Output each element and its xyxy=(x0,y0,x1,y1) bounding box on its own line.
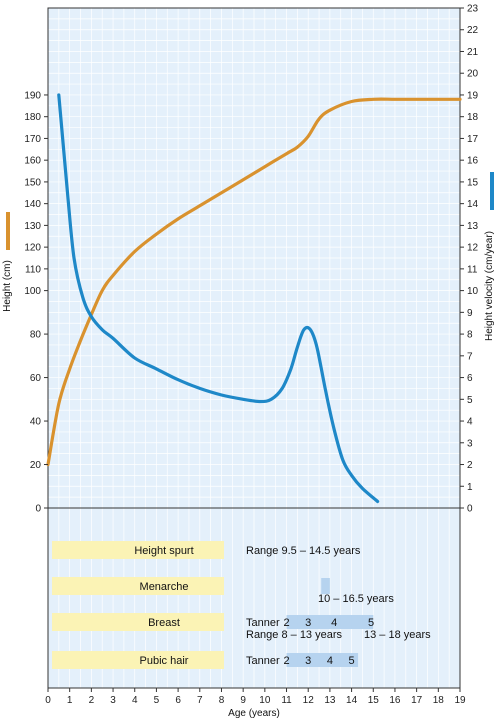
y-right-tick-label: 18 xyxy=(467,112,479,123)
y-right-tick-label: 4 xyxy=(467,417,473,428)
y-left-tick-label: 120 xyxy=(24,243,41,254)
event-row: Pubic hair Tanner 2 3 4 5 xyxy=(52,651,359,669)
event-text: Tanner xyxy=(246,617,280,629)
event-bar xyxy=(52,577,224,595)
tanner-stage: 5 xyxy=(368,617,374,629)
event-label: Breast xyxy=(148,617,180,629)
right-axis-title: Height velocity (cm/year) xyxy=(484,231,495,341)
tanner-stage: 5 xyxy=(349,655,355,667)
velocity-legend-swatch xyxy=(490,172,494,210)
y-left-tick-label: 80 xyxy=(30,330,42,341)
event-bar xyxy=(52,613,224,631)
y-right-tick-label: 7 xyxy=(467,351,473,362)
y-left-tick-label: 110 xyxy=(25,264,41,275)
x-tick-label: 16 xyxy=(389,695,401,706)
left-axis-title: Height (cm) xyxy=(2,260,13,312)
event-range-bar xyxy=(321,578,330,594)
y-right-tick-label: 16 xyxy=(467,156,479,167)
tanner-stage: 3 xyxy=(305,655,311,667)
x-tick-label: 11 xyxy=(281,695,292,706)
x-tick-label: 12 xyxy=(303,695,315,706)
event-label: Menarche xyxy=(140,581,189,593)
y-right-tick-label: 9 xyxy=(467,308,473,319)
x-tick-label: 18 xyxy=(433,695,445,706)
tanner-stage: 4 xyxy=(331,617,337,629)
event-row: Height spurt Range 9.5 – 14.5 years xyxy=(52,541,361,559)
tanner-stage: 2 xyxy=(283,655,289,667)
y-left-tick-label: 130 xyxy=(24,221,41,232)
y-right-tick-label: 3 xyxy=(467,438,473,449)
y-left-tick-label: 190 xyxy=(24,90,41,101)
y-right-tick-label: 1 xyxy=(467,482,473,493)
y-right-tick-label: 14 xyxy=(467,199,479,210)
event-range-text: Range 8 – 13 years xyxy=(246,629,343,641)
y-right-tick-label: 13 xyxy=(467,221,479,232)
event-range-bar xyxy=(286,615,374,629)
y-right-tick-label: 22 xyxy=(467,25,479,36)
x-axis-title: Age (years) xyxy=(228,708,280,719)
y-right-tick-label: 8 xyxy=(467,330,473,341)
x-tick-label: 7 xyxy=(197,695,203,706)
x-tick-label: 1 xyxy=(67,695,73,706)
x-tick-label: 13 xyxy=(324,695,336,706)
x-tick-label: 15 xyxy=(368,695,380,706)
y-right-tick-label: 15 xyxy=(467,177,479,188)
event-text: Tanner xyxy=(246,655,280,667)
event-label: Height spurt xyxy=(134,545,193,557)
y-right-tick-label: 11 xyxy=(467,264,478,275)
y-left-tick-label: 160 xyxy=(24,156,41,167)
y-left-tick-label: 20 xyxy=(30,460,42,471)
y-left-tick-label: 40 xyxy=(30,417,42,428)
y-right-tick-label: 21 xyxy=(467,47,479,58)
x-tick-label: 4 xyxy=(132,695,138,706)
event-label: Pubic hair xyxy=(140,655,189,667)
lower-panel-border xyxy=(47,507,461,689)
event-range-text: 13 – 18 years xyxy=(364,629,431,641)
event-range-text: 10 – 16.5 years xyxy=(318,593,394,605)
x-tick-label: 0 xyxy=(45,695,51,706)
x-tick-label: 14 xyxy=(346,695,358,706)
x-tick-label: 8 xyxy=(219,695,225,706)
height-legend-swatch xyxy=(6,212,10,250)
x-tick-label: 10 xyxy=(259,695,271,706)
y-left-tick-label: 140 xyxy=(24,199,41,210)
velocity-curve xyxy=(57,93,380,504)
y-right-tick-label: 12 xyxy=(467,243,479,254)
y-right-tick-label: 2 xyxy=(467,460,473,471)
x-tick-label: 17 xyxy=(411,695,423,706)
x-tick-label: 2 xyxy=(89,695,95,706)
event-text: Range 9.5 – 14.5 years xyxy=(246,545,361,557)
event-bar xyxy=(52,541,224,559)
axes: 0 1 2 3 4 5 6 7 8 9 10 11 12 13 14 15 16 17 18 190204060801… xyxy=(24,4,478,707)
series-lines xyxy=(46,93,462,504)
x-tick-label: 6 xyxy=(175,695,181,706)
event-row: Breast Tanner 2 3 4 5 Range 8 – 13 years 13 – 1… xyxy=(52,613,431,641)
y-right-tick-label: 6 xyxy=(467,373,473,384)
y-right-tick-label: 20 xyxy=(467,69,479,80)
x-tick-label: 5 xyxy=(154,695,160,706)
tanner-stage: 3 xyxy=(305,617,311,629)
x-tick-label: 3 xyxy=(110,695,116,706)
y-left-tick-label: 60 xyxy=(30,373,42,384)
event-bar xyxy=(52,651,224,669)
y-left-tick-label: 170 xyxy=(24,134,41,145)
y-left-tick-label: 180 xyxy=(24,112,41,123)
tanner-stage: 2 xyxy=(283,617,289,629)
y-right-tick-label: 23 xyxy=(467,4,479,15)
event-row: Menarche 10 – 16.5 years xyxy=(52,577,394,605)
y-left-tick-label: 0 xyxy=(35,504,41,515)
event-range-bar xyxy=(286,653,359,667)
y-right-tick-label: 10 xyxy=(467,286,479,297)
y-right-tick-label: 19 xyxy=(467,90,479,101)
y-right-tick-label: 17 xyxy=(467,134,479,145)
pubertal-events: Height spurt Range 9.5 – 14.5 years Menarc… xyxy=(52,541,431,669)
x-tick-label: 9 xyxy=(240,695,246,706)
y-right-tick-label: 0 xyxy=(467,504,473,515)
y-left-tick-label: 150 xyxy=(24,177,41,188)
x-tick-label: 19 xyxy=(454,695,466,706)
y-right-tick-label: 5 xyxy=(467,395,473,406)
y-left-tick-label: 100 xyxy=(24,286,41,297)
tanner-stage: 4 xyxy=(327,655,333,667)
